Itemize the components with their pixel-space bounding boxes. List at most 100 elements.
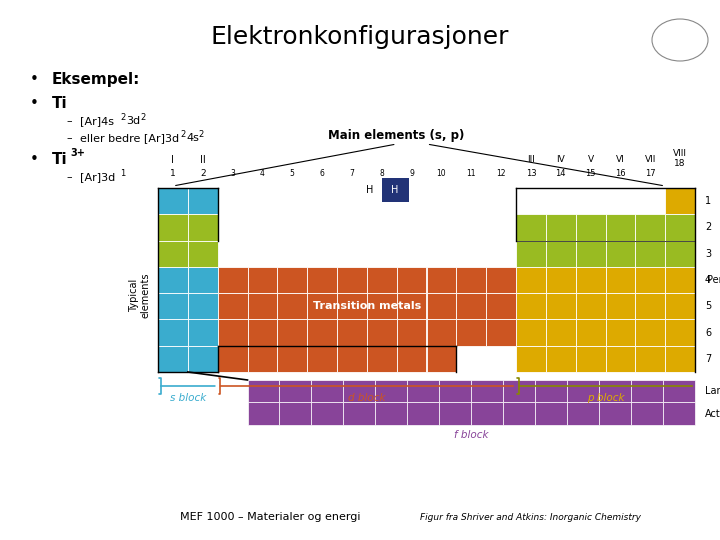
Bar: [188, 241, 217, 267]
Bar: [343, 380, 375, 402]
Bar: [606, 214, 635, 241]
Text: 12: 12: [496, 170, 506, 179]
Bar: [439, 402, 472, 424]
Bar: [397, 346, 426, 372]
Text: Actinides: Actinides: [705, 409, 720, 419]
Bar: [217, 293, 248, 320]
Bar: [599, 380, 631, 402]
Bar: [248, 267, 277, 293]
Text: 9: 9: [409, 170, 414, 179]
Bar: [503, 402, 535, 424]
Bar: [426, 346, 456, 372]
Bar: [307, 293, 337, 320]
Bar: [599, 402, 631, 424]
Text: d block: d block: [348, 393, 386, 403]
Text: [Ar]4s: [Ar]4s: [80, 116, 114, 126]
Text: Elektronkonfigurasjoner: Elektronkonfigurasjoner: [211, 25, 509, 49]
Bar: [375, 402, 408, 424]
Text: 11: 11: [467, 170, 476, 179]
Bar: [472, 402, 503, 424]
Bar: [158, 214, 188, 241]
Text: Ti: Ti: [52, 96, 68, 111]
Bar: [635, 320, 665, 346]
Bar: [188, 267, 217, 293]
Text: 1: 1: [120, 169, 125, 178]
Text: 3+: 3+: [70, 148, 85, 158]
Bar: [337, 267, 366, 293]
Text: 8: 8: [379, 170, 384, 179]
Bar: [631, 402, 663, 424]
Text: Ti: Ti: [52, 152, 68, 167]
Bar: [535, 380, 567, 402]
Text: 6: 6: [705, 328, 711, 338]
Bar: [456, 320, 486, 346]
Bar: [248, 320, 277, 346]
Bar: [576, 241, 606, 267]
Bar: [635, 241, 665, 267]
Bar: [535, 402, 567, 424]
Bar: [576, 241, 606, 267]
Bar: [279, 402, 312, 424]
Bar: [158, 241, 188, 267]
Text: 4s: 4s: [186, 133, 199, 143]
Bar: [516, 293, 546, 320]
Text: 3: 3: [705, 249, 711, 259]
Bar: [606, 293, 635, 320]
Bar: [635, 214, 665, 241]
Bar: [408, 380, 439, 402]
Text: 4: 4: [260, 170, 265, 179]
Bar: [635, 214, 665, 241]
Text: 14: 14: [556, 170, 566, 179]
Bar: [158, 214, 188, 241]
Bar: [665, 214, 695, 241]
Text: IV: IV: [557, 156, 565, 165]
Text: I: I: [171, 155, 174, 165]
Text: 5: 5: [705, 301, 711, 311]
Bar: [158, 346, 188, 372]
Text: 7: 7: [705, 354, 711, 364]
Text: 3: 3: [230, 170, 235, 179]
Text: p block: p block: [587, 393, 624, 403]
Bar: [248, 293, 277, 320]
Bar: [576, 214, 606, 241]
Bar: [337, 293, 366, 320]
Text: [Ar]3d: [Ar]3d: [80, 172, 115, 182]
Bar: [635, 293, 665, 320]
Bar: [546, 214, 576, 241]
Bar: [397, 267, 426, 293]
Bar: [567, 402, 599, 424]
Bar: [366, 267, 397, 293]
Text: 16: 16: [615, 170, 626, 179]
Text: eller bedre [Ar]3d: eller bedre [Ar]3d: [80, 133, 179, 143]
Bar: [217, 320, 248, 346]
Bar: [426, 267, 456, 293]
Text: H: H: [392, 185, 399, 195]
Bar: [217, 346, 248, 372]
Text: 6: 6: [320, 170, 325, 179]
Bar: [426, 320, 456, 346]
Bar: [158, 267, 188, 293]
Bar: [343, 402, 375, 424]
Bar: [337, 346, 366, 372]
Bar: [665, 320, 695, 346]
Bar: [665, 267, 695, 293]
Bar: [188, 214, 217, 241]
Text: 1: 1: [705, 196, 711, 206]
Text: Typical
elements: Typical elements: [129, 273, 150, 318]
Text: s block: s block: [170, 393, 206, 403]
Bar: [546, 293, 576, 320]
Bar: [576, 346, 606, 372]
Bar: [312, 380, 343, 402]
Text: •: •: [30, 152, 39, 167]
Text: 4: 4: [705, 275, 711, 285]
Bar: [158, 320, 188, 346]
Bar: [486, 293, 516, 320]
Bar: [307, 346, 337, 372]
Bar: [456, 267, 486, 293]
Text: 2: 2: [705, 222, 711, 232]
Bar: [516, 241, 546, 267]
Bar: [663, 402, 695, 424]
Text: •: •: [30, 96, 39, 111]
Text: 5: 5: [290, 170, 294, 179]
Text: 1: 1: [170, 170, 176, 179]
